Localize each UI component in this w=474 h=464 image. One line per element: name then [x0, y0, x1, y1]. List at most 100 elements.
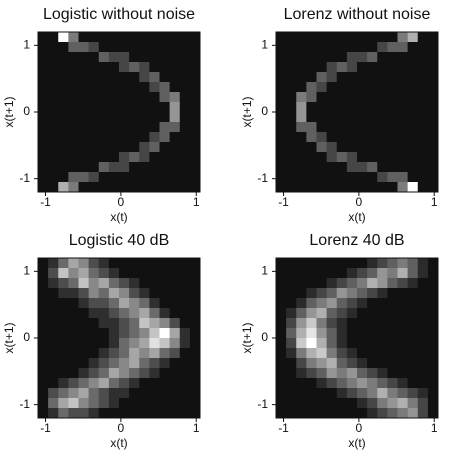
heat-cell — [98, 258, 110, 269]
heat-cell — [296, 278, 307, 289]
heat-cell — [286, 358, 297, 369]
heat-cell — [346, 368, 358, 379]
heat-cell — [88, 102, 100, 113]
heat-cell — [98, 132, 110, 143]
heat-cell — [149, 122, 160, 133]
heat-cell — [38, 42, 49, 53]
heat-cell — [336, 288, 348, 299]
heat-cell — [346, 258, 358, 269]
heat-cell — [276, 182, 287, 193]
heat-cell — [189, 358, 201, 369]
heat-cell — [48, 52, 59, 63]
heat-cell — [387, 298, 398, 309]
heat-cell — [336, 368, 348, 379]
heat-cell — [417, 378, 429, 389]
heat-cell — [88, 52, 100, 63]
heat-cell — [336, 268, 348, 279]
heat-cell — [189, 182, 201, 193]
heat-cell — [108, 308, 120, 319]
heat-cell — [48, 132, 59, 143]
heat-cell — [417, 368, 429, 379]
heat-cell — [417, 72, 429, 83]
heat-cell — [149, 132, 160, 143]
y-axis-label: x(t+1) — [240, 96, 254, 127]
heat-cell — [326, 378, 338, 389]
heat-cell — [357, 368, 368, 379]
heat-cell — [88, 122, 100, 133]
heat-cell — [108, 268, 120, 279]
panel: Lorenz without noise -1 0 1 -1 0 1 x(t) x(t+1) — [240, 6, 439, 224]
heat-cell — [357, 162, 368, 173]
heat-cell — [326, 152, 338, 163]
heat-cell — [306, 82, 317, 93]
heat-cell — [397, 82, 408, 93]
heat-cell — [98, 112, 110, 123]
heat-cell — [286, 152, 297, 163]
heat-cell — [78, 102, 89, 113]
heat-cell — [88, 142, 100, 153]
heat-cell — [306, 72, 317, 83]
heat-cell — [346, 172, 358, 183]
heat-cell — [326, 92, 338, 103]
heat-cell — [139, 388, 150, 399]
heat-cell — [58, 92, 69, 103]
heat-cell — [346, 268, 358, 279]
heat-cell — [159, 82, 170, 93]
heat-cell — [417, 268, 429, 279]
heat-cell — [417, 82, 429, 93]
heat-cell — [108, 338, 120, 349]
heat-cell — [276, 92, 287, 103]
heat-cell — [367, 328, 378, 339]
heat-cell — [179, 142, 191, 153]
heat-cell — [346, 52, 358, 63]
heat-cell — [78, 268, 89, 279]
heat-cell — [159, 152, 170, 163]
heat-cell — [427, 32, 439, 43]
heat-cell — [108, 152, 120, 163]
heat-cell — [139, 338, 150, 349]
y-tick-label: 0 — [261, 104, 268, 118]
y-axis-label: x(t+1) — [2, 96, 16, 127]
heat-cell — [427, 308, 439, 319]
heat-cell — [306, 122, 317, 133]
heat-cell — [68, 258, 79, 269]
heat-cell — [169, 268, 181, 279]
heat-cell — [316, 258, 327, 269]
heat-cell — [306, 298, 317, 309]
heat-cell — [78, 32, 89, 43]
heat-cell — [68, 182, 79, 193]
heat-cell — [98, 308, 110, 319]
heat-cell — [296, 62, 307, 73]
heat-cell — [377, 172, 388, 183]
heat-cell — [58, 358, 69, 369]
heat-cell — [38, 318, 49, 329]
heat-cell — [276, 52, 287, 63]
y-tick-label: 0 — [23, 330, 30, 344]
heat-cell — [276, 132, 287, 143]
heat-cell — [58, 72, 69, 83]
heat-cell — [316, 122, 327, 133]
heat-cell — [296, 368, 307, 379]
heat-cell — [68, 92, 79, 103]
heat-cell — [98, 298, 110, 309]
heat-cell — [357, 152, 368, 163]
heat-cell — [316, 358, 327, 369]
heat-cell — [316, 102, 327, 113]
heat-cell — [316, 268, 327, 279]
heat-cell — [387, 32, 398, 43]
heat-cell — [326, 72, 338, 83]
heat-cell — [427, 42, 439, 53]
heat-cell — [357, 348, 368, 359]
heat-cell — [58, 328, 69, 339]
heat-cell — [387, 142, 398, 153]
heat-cell — [68, 152, 79, 163]
heat-cell — [88, 408, 100, 419]
heat-cell — [377, 122, 388, 133]
heat-cell — [377, 132, 388, 143]
heat-cell — [108, 92, 120, 103]
heat-cell — [417, 348, 429, 359]
heat-cell — [58, 268, 69, 279]
heat-cell — [316, 298, 327, 309]
heat-cell — [346, 132, 358, 143]
heat-cell — [346, 298, 358, 309]
